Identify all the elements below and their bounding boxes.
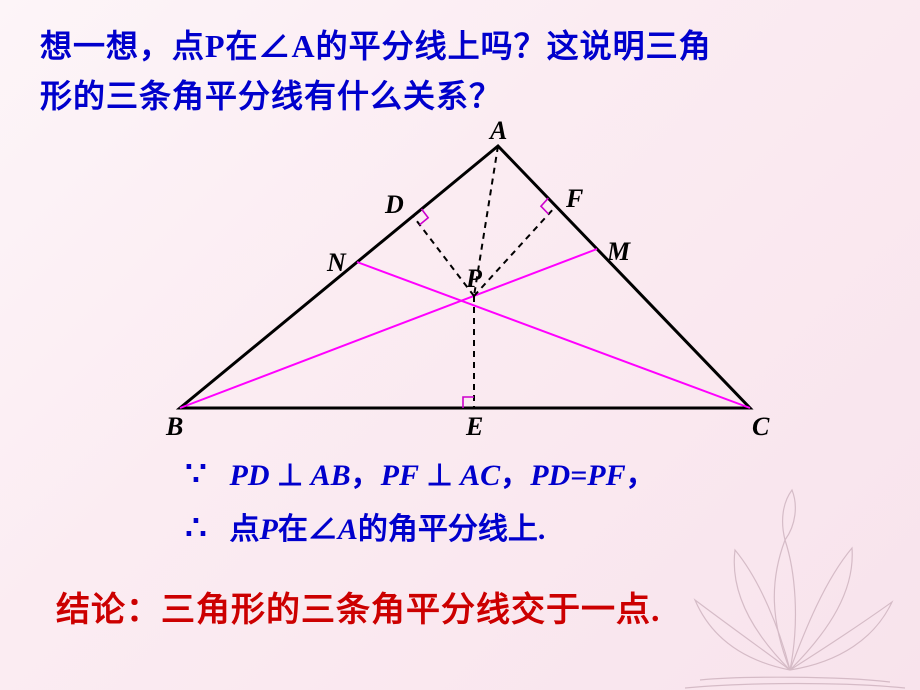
proof-line-2: ∴ 点P在∠A的角平分线上.	[178, 502, 656, 556]
proof-pd: PD	[230, 459, 270, 492]
proof-pf: PF	[381, 459, 419, 492]
diagram-svg	[120, 128, 800, 448]
label-c: C	[752, 412, 769, 442]
because-symbol: ∵	[178, 448, 214, 502]
bisector-cn	[357, 262, 750, 408]
label-b: B	[166, 412, 183, 442]
perp-pd	[413, 216, 474, 296]
perp-pf	[474, 206, 556, 296]
question-line-2: 形的三条角平分线有什么关系？	[40, 78, 502, 114]
proof-eq: PD=PF	[530, 459, 625, 492]
triangle-diagram: A B C D E F N M P	[120, 128, 800, 448]
proof-ab: AB	[311, 459, 351, 492]
triangle-abc	[180, 146, 750, 408]
label-f: F	[566, 184, 583, 214]
conclusion-text: 结论：三角形的三条角平分线交于一点.	[56, 582, 661, 631]
right-angle-f	[541, 198, 549, 214]
question-line-1: 想一想，点P在∠A的平分线上吗？这说明三角	[40, 28, 712, 64]
label-a: A	[490, 116, 507, 146]
label-m: M	[607, 237, 630, 267]
proof-block: ∵ PD ⊥ AB，PF ⊥ AC，PD=PF， ∴ 点P在∠A的角平分线上.	[178, 448, 656, 557]
proof-ac: AC	[460, 459, 500, 492]
label-e: E	[466, 412, 483, 442]
label-n: N	[327, 248, 346, 278]
label-d: D	[385, 190, 404, 220]
background-flower	[640, 430, 920, 690]
label-p: P	[466, 264, 482, 294]
therefore-symbol: ∴	[178, 502, 214, 556]
question-text: 想一想，点P在∠A的平分线上吗？这说明三角 形的三条角平分线有什么关系？	[40, 22, 880, 121]
proof-line-1: ∵ PD ⊥ AB，PF ⊥ AC，PD=PF，	[178, 448, 656, 502]
right-angle-e	[463, 397, 474, 408]
